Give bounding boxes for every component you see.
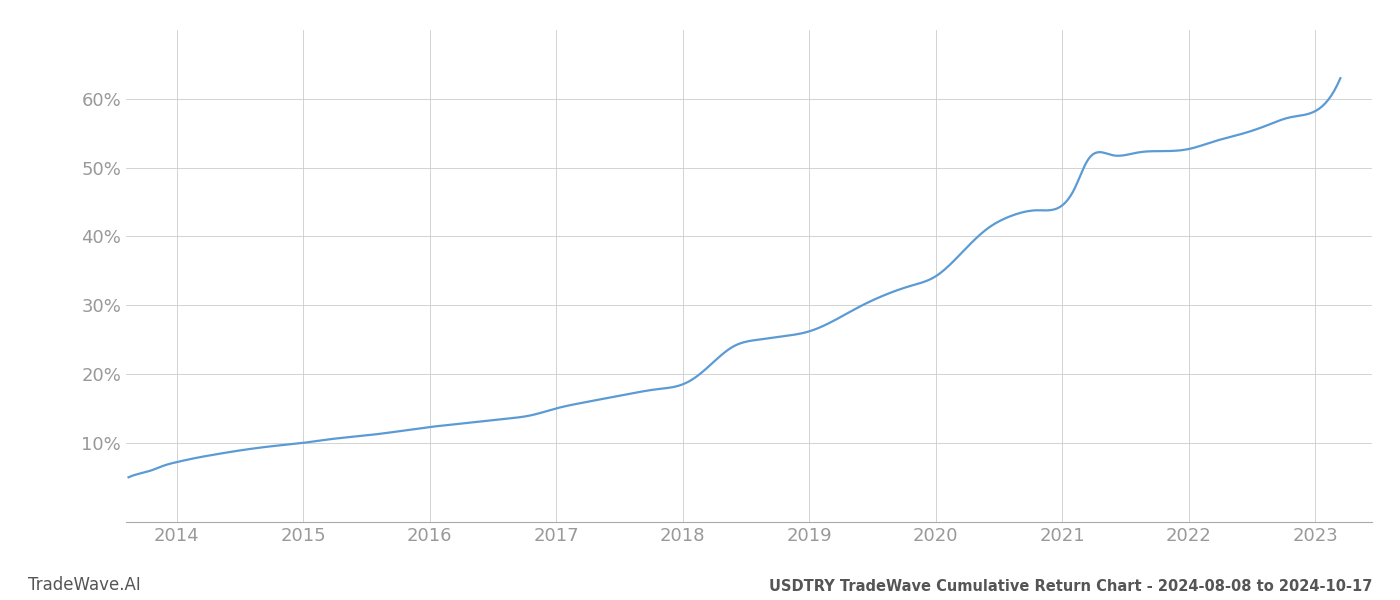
Text: USDTRY TradeWave Cumulative Return Chart - 2024-08-08 to 2024-10-17: USDTRY TradeWave Cumulative Return Chart… <box>769 579 1372 594</box>
Text: TradeWave.AI: TradeWave.AI <box>28 576 141 594</box>
